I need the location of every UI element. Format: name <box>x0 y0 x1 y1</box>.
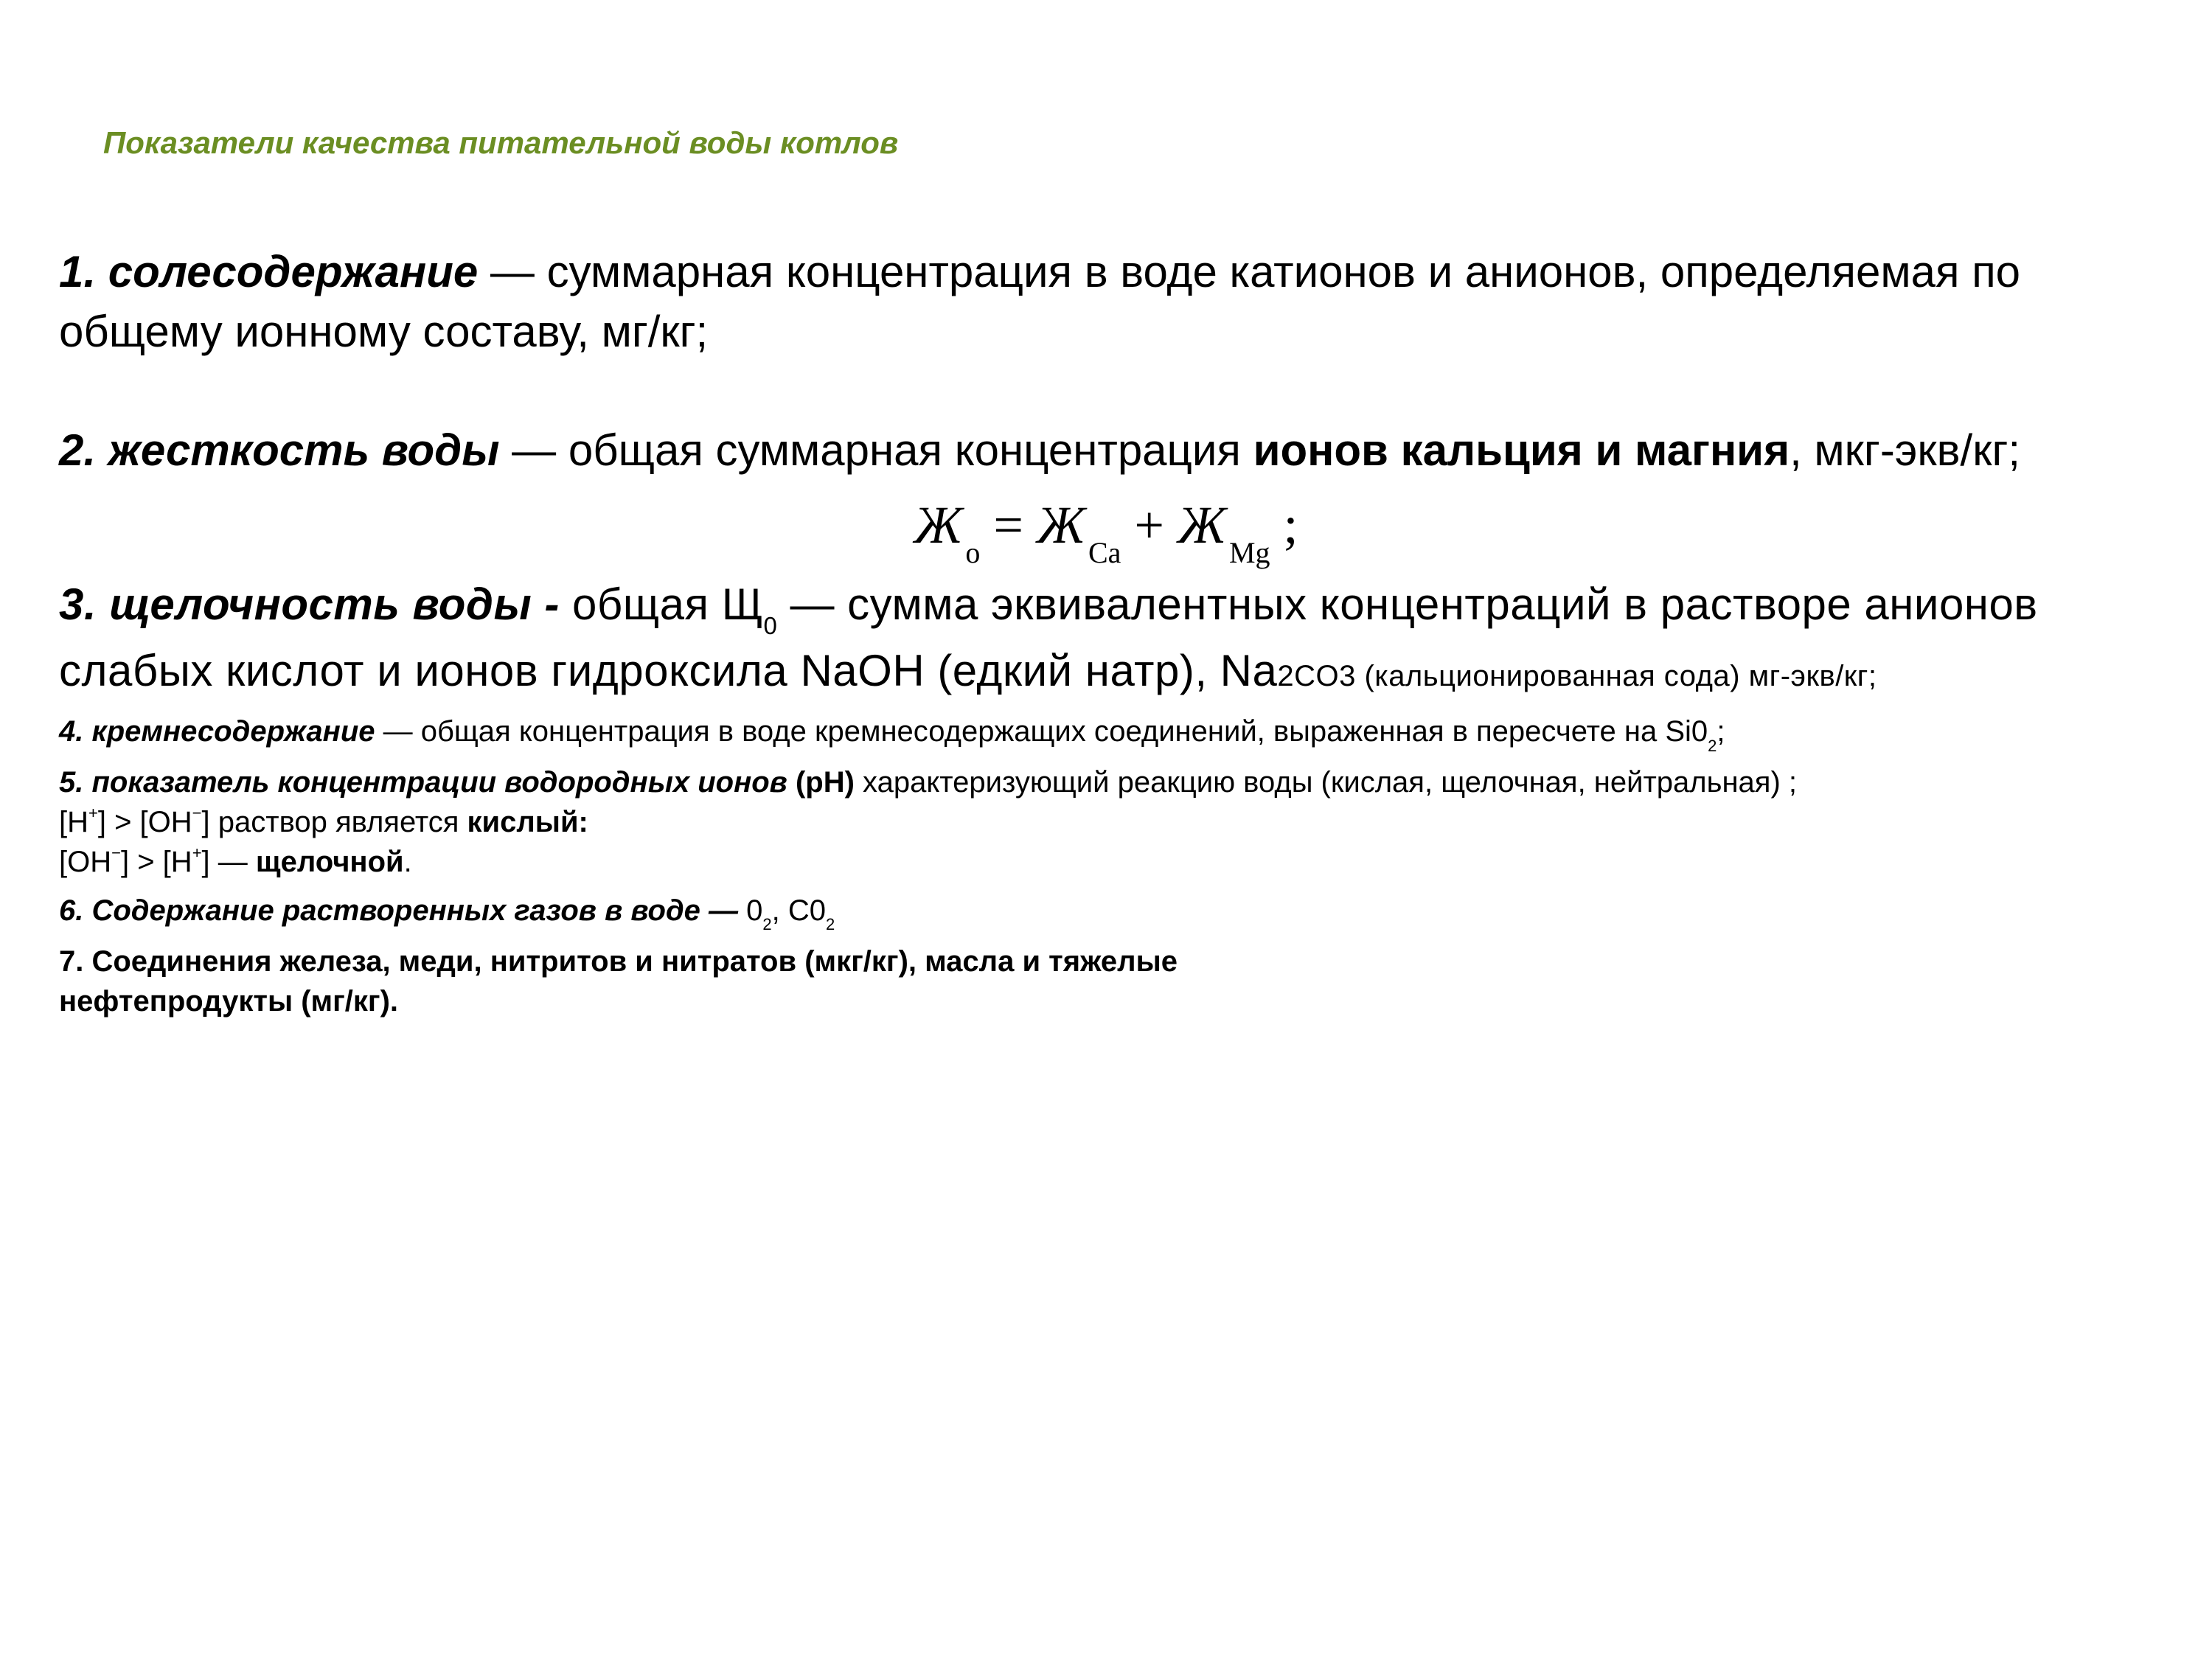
slide-title: Показатели качества питательной воды кот… <box>103 125 2153 161</box>
base-dot: . <box>404 846 412 878</box>
item-5: 5. показатель концентрации водородных ио… <box>59 762 2153 882</box>
base-mid: ] > [H <box>121 846 192 878</box>
acid-mid: ] > [OH <box>98 806 192 838</box>
item-3-sub0: 0 <box>763 612 777 639</box>
item-4-lead: 4. кремнесодержание <box>59 715 375 748</box>
equation-text: Жо = ЖCa + ЖMg ; <box>914 495 1298 561</box>
item-6-sub-a: 2 <box>762 915 771 933</box>
hardness-equation: Жо = ЖCa + ЖMg ; <box>59 495 2153 561</box>
eq-plus: + <box>1121 495 1178 554</box>
eq-sub-o: о <box>965 536 980 569</box>
acid-pre: [H <box>59 806 88 838</box>
eq-equals: = <box>980 495 1037 554</box>
item-2-mid: — общая суммарная концентрация <box>500 425 1253 475</box>
item-6-text: 0 <box>738 894 762 927</box>
base-post: ] — <box>202 846 256 878</box>
item-3-mid1: общая Щ <box>560 580 764 629</box>
eq-zh-1: Ж <box>914 495 962 554</box>
base-sup-plus: + <box>192 844 202 862</box>
item-3-small-sub: 2CO3 <box>1277 660 1356 692</box>
item-6: 6. Содержание растворенных газов в воде … <box>59 891 2153 933</box>
item-2-bold: ионов кальция и магния <box>1253 425 1790 475</box>
acid-sup-minus: − <box>192 804 202 822</box>
item-2-lead: 2. жесткость воды <box>59 425 500 475</box>
acid-post: ] раствор является <box>202 806 467 838</box>
base-sup-minus: − <box>111 844 121 862</box>
eq-zh-3: Ж <box>1178 495 1226 554</box>
item-3-tail: (кальционированная сода) мг-экв/кг; <box>1356 660 1877 692</box>
item-4-sub: 2 <box>1708 737 1717 755</box>
item-7: 7. Соединения железа, меди, нитритов и н… <box>59 942 1312 1021</box>
slide: Показатели качества питательной воды кот… <box>0 0 2212 1659</box>
item-4: 4. кремнесодержание — общая концентрация… <box>59 712 2153 754</box>
eq-sub-ca: Ca <box>1088 536 1121 569</box>
eq-sub-mg: Mg <box>1229 536 1270 569</box>
base-pre: [OH <box>59 846 111 878</box>
base-label: щелочной <box>256 846 404 878</box>
acid-label: кислый: <box>467 806 588 838</box>
item-2: 2. жесткость воды — общая суммарная конц… <box>59 420 2153 480</box>
item-2-tail: , мкг-экв/кг; <box>1790 425 2020 475</box>
item-3-lead: 3. щелочность воды - <box>59 580 560 629</box>
eq-end: ; <box>1270 495 1298 554</box>
item-5-ph: (pH) <box>787 766 863 799</box>
acid-sup-plus: + <box>88 804 98 822</box>
item-6-sub-b: 2 <box>826 915 835 933</box>
item-6-lead: 6. Содержание растворенных газов в воде … <box>59 894 738 927</box>
eq-zh-2: Ж <box>1037 495 1085 554</box>
item-1: 1. солесодержание — суммарная концентрац… <box>59 242 2153 361</box>
item-5-text: характеризующий реакцию воды (кислая, ще… <box>863 766 1797 799</box>
item-3: 3. щелочность воды - общая Щ0 — сумма эк… <box>59 572 2153 703</box>
item-5-lead: 5. показатель концентрации водородных ио… <box>59 766 787 799</box>
item-1-lead: 1. солесодержание <box>59 247 478 296</box>
item-4-text: — общая концентрация в воде кремнесодерж… <box>375 715 1708 748</box>
item-6-comma: , C0 <box>772 894 826 927</box>
item-4-end: ; <box>1717 715 1725 748</box>
